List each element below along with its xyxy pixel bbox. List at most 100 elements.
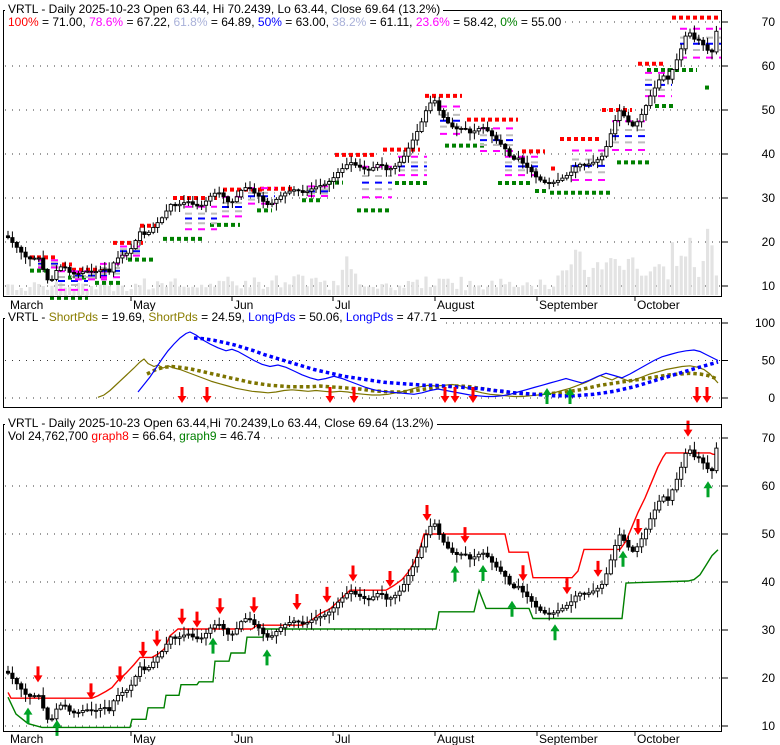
legend-segment: graph9: [179, 429, 217, 443]
candle-body: [335, 172, 341, 179]
legend-segment: 38.2%: [332, 15, 367, 29]
volume-bar: [120, 285, 124, 295]
candle-body: [467, 554, 473, 560]
candle-body: [498, 566, 503, 572]
shortpds-dotted-line: [146, 364, 719, 397]
candle-body: [133, 675, 138, 686]
volume-bar: [560, 270, 564, 295]
candle-body: [177, 636, 182, 639]
volume-bar: [477, 285, 481, 295]
sell-signal-arrow: [202, 387, 212, 403]
volume-bar: [186, 287, 190, 295]
volume-bar: [710, 245, 714, 295]
volume-bar: [600, 269, 604, 295]
legend-segment: ShortPds: [148, 310, 198, 324]
candle-body: [243, 187, 248, 191]
candle-body: [635, 546, 640, 552]
candle-body: [357, 164, 363, 168]
sell-signal-arrow: [450, 387, 460, 403]
candle-body: [683, 452, 688, 468]
candle-body: [291, 620, 297, 623]
candle-body: [626, 115, 631, 123]
candle-body: [613, 545, 618, 561]
candle-body: [498, 139, 503, 145]
candle-body: [701, 457, 706, 464]
volume-bar: [81, 283, 85, 295]
volume-bar: [653, 266, 657, 295]
candle-body: [278, 195, 283, 200]
volume-bar: [32, 282, 36, 295]
candle-body: [485, 552, 490, 558]
volume-bar: [574, 249, 578, 295]
candle-body: [648, 95, 653, 107]
volume-bar: [490, 280, 494, 295]
candle-body: [107, 707, 112, 712]
sell-signal-arrow: [468, 387, 478, 403]
candle-body: [318, 185, 323, 188]
candle-body: [696, 456, 701, 459]
candle-body: [142, 231, 147, 235]
volume-bar: [503, 284, 507, 295]
volume-bar: [402, 287, 406, 295]
candle-body: [652, 87, 657, 97]
candle-body: [344, 164, 349, 170]
candle-body: [507, 148, 512, 157]
volume-bar: [191, 286, 195, 295]
candle-body: [71, 271, 77, 275]
graph9-line: [7, 549, 719, 729]
candle-body: [393, 165, 398, 169]
volume-bar: [274, 275, 278, 295]
candle-body: [709, 49, 715, 53]
volume-bar: [565, 270, 569, 295]
candle-body: [481, 127, 486, 130]
volume-bar: [543, 284, 547, 295]
candle-body: [406, 575, 411, 585]
candle-body: [639, 538, 644, 548]
legend-segment: = 50.06,: [295, 310, 346, 324]
candle-body: [437, 100, 442, 111]
legend-segment: = 61.11,: [366, 15, 416, 29]
legend-segment: = 66.64,: [128, 429, 180, 443]
sell-signal-arrow: [683, 420, 693, 437]
sell-signal-arrow: [460, 527, 470, 544]
sell-signal-arrow: [33, 666, 43, 683]
candle-body: [692, 449, 697, 458]
legend-segment: 23.6%: [415, 15, 450, 29]
price-panel-candles: [5, 25, 719, 284]
candle-body: [247, 618, 253, 621]
candle-body: [353, 590, 358, 595]
volume-bar: [411, 281, 415, 295]
candle-body: [621, 534, 627, 541]
legend-segment: 100%: [8, 15, 39, 29]
candle-body: [599, 155, 605, 161]
candle-body: [45, 269, 50, 281]
candle-body: [604, 573, 609, 585]
buy-signal-arrow: [507, 600, 517, 617]
candle-body: [217, 623, 222, 626]
sell-signal-arrow: [440, 387, 450, 403]
volume-bar: [393, 290, 397, 295]
candle-body: [674, 478, 679, 491]
volume-bar: [169, 281, 173, 295]
candle-body: [507, 575, 512, 585]
candle-body: [124, 252, 129, 256]
graph8-line: [7, 452, 718, 699]
candle-body: [582, 163, 587, 166]
candle-body: [371, 167, 376, 171]
candle-body: [296, 620, 301, 623]
candle-body: [102, 707, 107, 710]
candle-body: [423, 534, 429, 548]
candle-body: [366, 598, 371, 601]
volume-bar: [283, 282, 287, 295]
volume-bar: [622, 269, 626, 295]
candle-body: [111, 700, 116, 712]
volume-bar: [675, 265, 679, 295]
candle-body: [679, 48, 684, 61]
signal-panel-title: VRTL - Daily 2025-10-23 Open 63.44,Hi 70…: [5, 417, 437, 430]
candle-body: [520, 585, 525, 593]
candle-body: [287, 622, 292, 626]
candle-body: [591, 161, 596, 165]
candle-body: [428, 525, 433, 536]
sell-signal-arrow: [292, 594, 302, 611]
sell-signal-arrow: [518, 565, 528, 582]
